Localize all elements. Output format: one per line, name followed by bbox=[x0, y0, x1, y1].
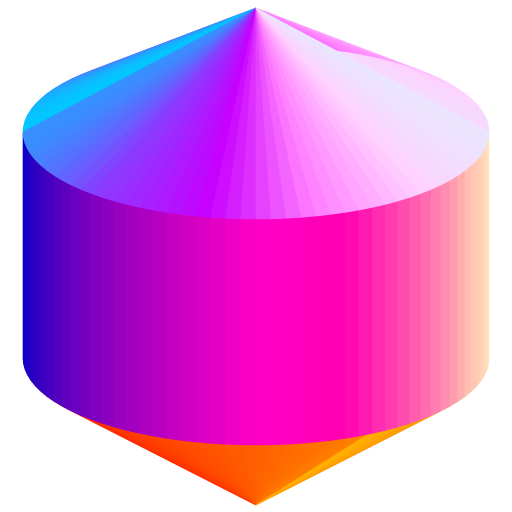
cylinder-side-strip bbox=[301, 215, 317, 444]
cylinder-side-strip bbox=[480, 147, 485, 382]
cylinder-side-strip bbox=[180, 214, 196, 443]
cylinder-side-strip bbox=[464, 164, 472, 398]
cylinder-side-strip bbox=[35, 159, 42, 393]
cylinder-side-strip bbox=[80, 188, 92, 420]
cylinder-side-strip bbox=[409, 193, 422, 424]
cylinder-side bbox=[22, 131, 490, 446]
cylinder-side-strip bbox=[449, 174, 459, 407]
cylinder-side-strip bbox=[344, 209, 360, 439]
cylinder-side-strip bbox=[139, 206, 154, 437]
cylinder-side-strip bbox=[126, 203, 140, 434]
cylinder-side-strip bbox=[210, 217, 226, 445]
cylinder-side-strip bbox=[316, 214, 332, 443]
cylinder-side-strip bbox=[484, 143, 488, 376]
cylinder-side-strip bbox=[372, 203, 386, 434]
cylinder-side-strip bbox=[166, 212, 182, 441]
cylinder-side-strip bbox=[24, 143, 28, 376]
cylinder-side-strip bbox=[255, 218, 272, 446]
cylinder-side-strip bbox=[286, 217, 302, 445]
cylinder-side-strip bbox=[358, 206, 373, 437]
top-cone bbox=[22, 7, 490, 220]
cylinder-side-strip bbox=[46, 169, 55, 403]
cylinder-side-strip bbox=[430, 184, 442, 416]
cylinder-side-strip bbox=[90, 193, 103, 424]
cylinder-side-strip bbox=[457, 169, 466, 403]
cylinder-side-strip bbox=[420, 188, 432, 420]
cylinder-side-strip bbox=[270, 217, 287, 446]
cylinder-side-strip bbox=[61, 179, 72, 412]
cylinder-side-strip bbox=[102, 197, 115, 428]
top-cone-facet bbox=[255, 7, 490, 139]
cylinder-side-strip bbox=[225, 217, 242, 446]
cylinder-side-strip bbox=[53, 174, 63, 407]
cylinder-side-strip bbox=[470, 159, 477, 393]
cylinder-side-strip bbox=[113, 200, 127, 431]
cylinder-side-strip bbox=[397, 197, 410, 428]
cylinder-side-strip bbox=[195, 215, 211, 444]
cylinder-side-strip bbox=[385, 200, 399, 431]
cylinder-side-strip bbox=[476, 153, 482, 387]
cylinder-side-strip bbox=[152, 209, 168, 439]
cylinder-side-strip bbox=[330, 212, 346, 441]
cylinder-side-strip bbox=[27, 147, 32, 382]
cylinder-side-strip bbox=[30, 153, 36, 387]
cylinder-side-strip bbox=[40, 164, 48, 398]
cylinder-side-strip bbox=[240, 218, 257, 446]
cylinder-side-strip bbox=[70, 184, 82, 416]
cylinder-side-strip bbox=[440, 179, 451, 412]
